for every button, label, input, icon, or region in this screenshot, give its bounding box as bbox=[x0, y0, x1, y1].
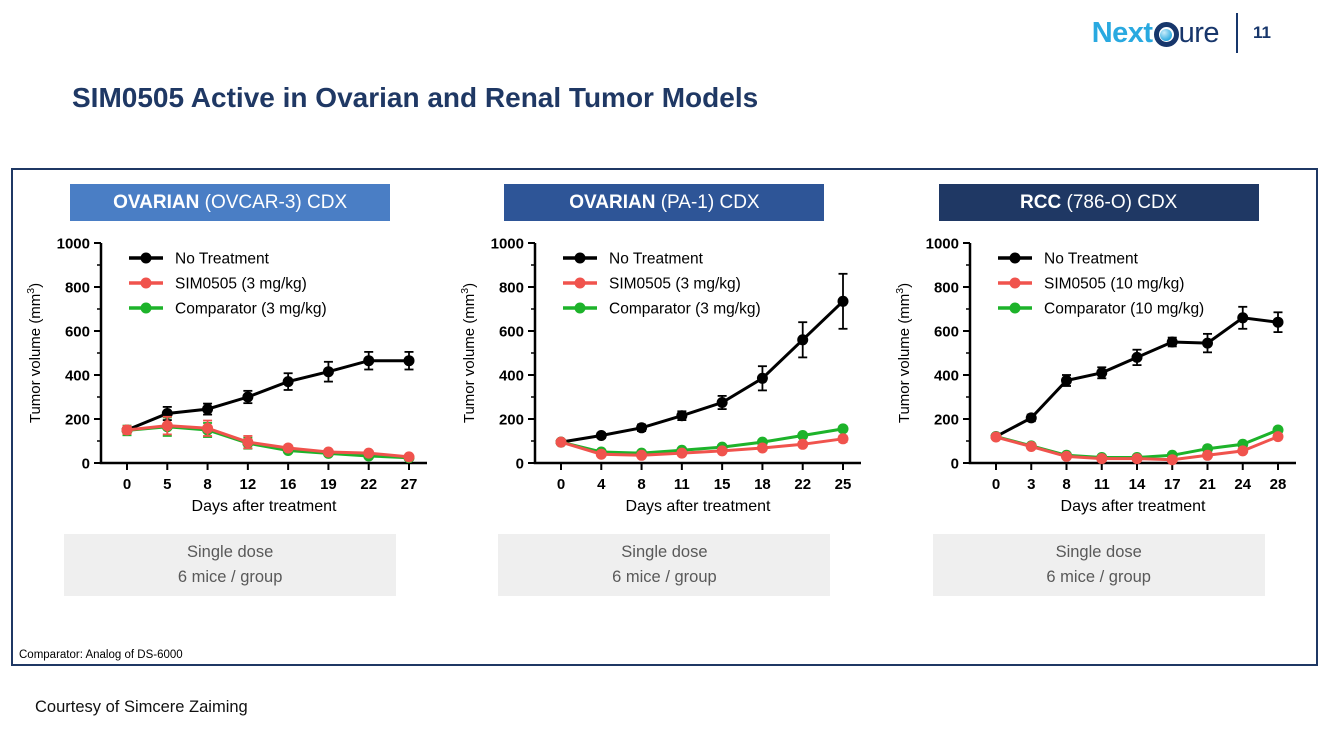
svg-text:Comparator (10 mg/kg): Comparator (10 mg/kg) bbox=[1044, 301, 1204, 318]
svg-text:0: 0 bbox=[557, 476, 565, 493]
svg-text:22: 22 bbox=[795, 476, 812, 493]
svg-text:SIM0505 (3 mg/kg): SIM0505 (3 mg/kg) bbox=[609, 276, 741, 293]
panel-header-bold: RCC bbox=[1020, 191, 1062, 213]
svg-text:Comparator (3 mg/kg): Comparator (3 mg/kg) bbox=[175, 301, 327, 318]
svg-text:400: 400 bbox=[499, 368, 524, 385]
svg-text:0: 0 bbox=[82, 456, 90, 473]
svg-text:200: 200 bbox=[934, 412, 959, 429]
dose-line2: 6 mice / group bbox=[177, 568, 283, 586]
logo-sphere-icon bbox=[1160, 28, 1173, 41]
chart-pa1: 0 200 400 600 800 1000 0 4 8 11 15 18 22 25 Days after… bbox=[457, 227, 871, 532]
dose-note-786o: Single dose 6 mice / group bbox=[932, 534, 1265, 596]
dose-line1: Single dose bbox=[187, 543, 274, 562]
svg-text:200: 200 bbox=[499, 412, 524, 429]
svg-text:800: 800 bbox=[934, 280, 959, 297]
dose-note-pa1: Single dose 6 mice / group bbox=[498, 534, 831, 596]
svg-text:Tumor volume (mm3): Tumor volume (mm3) bbox=[459, 283, 478, 423]
logo-c-ring-icon bbox=[1153, 22, 1179, 47]
logo-divider bbox=[1236, 13, 1239, 53]
panel-header-rest: (786-O) CDX bbox=[1061, 191, 1178, 213]
dose-line2: 6 mice / group bbox=[612, 568, 717, 586]
svg-text:3: 3 bbox=[1027, 476, 1035, 493]
slide-title: SIM0505 Active in Ovarian and Renal Tumo… bbox=[72, 82, 759, 113]
svg-text:No Treatment: No Treatment bbox=[609, 251, 704, 268]
svg-text:11: 11 bbox=[674, 476, 690, 493]
courtesy-note: Courtesy of Simcere Zaiming bbox=[35, 698, 248, 716]
svg-text:0: 0 bbox=[992, 476, 1000, 493]
chart-svg: 0 200 400 600 800 1000 0 4 8 11 15 18 22 25 Days after… bbox=[459, 236, 862, 515]
svg-text:SIM0505 (10 mg/kg): SIM0505 (10 mg/kg) bbox=[1044, 276, 1184, 293]
svg-text:200: 200 bbox=[65, 412, 90, 429]
chart-786o: 0 200 400 600 800 1000 0 3 8 11 14 17 21 24 28 Days aft… bbox=[892, 227, 1306, 532]
svg-text:8: 8 bbox=[1062, 476, 1070, 493]
svg-text:17: 17 bbox=[1164, 476, 1181, 493]
panel-header-bold: OVARIAN bbox=[569, 191, 656, 213]
svg-text:12: 12 bbox=[240, 476, 257, 493]
svg-text:16: 16 bbox=[280, 476, 297, 493]
svg-text:0: 0 bbox=[516, 456, 524, 473]
svg-text:4: 4 bbox=[598, 476, 607, 493]
svg-text:19: 19 bbox=[320, 476, 337, 493]
svg-text:800: 800 bbox=[499, 280, 524, 297]
svg-text:5: 5 bbox=[163, 476, 171, 493]
svg-text:22: 22 bbox=[361, 476, 378, 493]
chart-svg: 0 200 400 600 800 1000 0 5 8 12 16 19 22 27 Days after… bbox=[25, 236, 428, 515]
svg-text:Days after treatment: Days after treatment bbox=[1060, 498, 1206, 515]
svg-text:21: 21 bbox=[1199, 476, 1216, 493]
svg-text:1000: 1000 bbox=[491, 236, 524, 253]
svg-text:No Treatment: No Treatment bbox=[175, 251, 270, 268]
svg-text:11: 11 bbox=[1094, 476, 1110, 493]
svg-text:Days after treatment: Days after treatment bbox=[192, 498, 338, 515]
charts-board: OVARIAN (OVCAR-3) CDX 0 200 400 600 800 1000 0… bbox=[11, 168, 1318, 666]
svg-text:14: 14 bbox=[1128, 476, 1145, 493]
svg-text:15: 15 bbox=[714, 476, 731, 493]
panel-ovcar3: OVARIAN (OVCAR-3) CDX 0 200 400 600 800 1000 0… bbox=[13, 184, 447, 596]
dose-line1: Single dose bbox=[621, 543, 708, 562]
panel-header-ovcar3: OVARIAN (OVCAR-3) CDX bbox=[70, 184, 391, 221]
panel-header-bold: OVARIAN bbox=[113, 191, 200, 213]
svg-text:Comparator (3 mg/kg): Comparator (3 mg/kg) bbox=[609, 301, 761, 318]
svg-text:No Treatment: No Treatment bbox=[1044, 251, 1139, 268]
svg-text:8: 8 bbox=[638, 476, 646, 493]
nextcure-logo: Next ure 11 bbox=[1092, 13, 1271, 53]
logo-text-ure: ure bbox=[1178, 16, 1220, 49]
svg-text:27: 27 bbox=[401, 476, 418, 493]
svg-text:25: 25 bbox=[835, 476, 852, 493]
panel-pa1: OVARIAN (PA-1) CDX 0 200 400 600 800 1000 0 4 8 1… bbox=[447, 184, 881, 596]
chart-ovcar3: 0 200 400 600 800 1000 0 5 8 12 16 19 22 27 Days after… bbox=[23, 227, 437, 532]
svg-text:0: 0 bbox=[123, 476, 131, 493]
panel-786o: RCC (786-O) CDX 0 200 400 600 800 1000 0 3 8 11 14… bbox=[882, 184, 1316, 596]
svg-text:0: 0 bbox=[950, 456, 958, 473]
svg-text:600: 600 bbox=[934, 324, 959, 341]
comparator-footnote: Comparator: Analog of DS-6000 bbox=[19, 649, 183, 661]
svg-text:400: 400 bbox=[934, 368, 959, 385]
panel-header-pa1: OVARIAN (PA-1) CDX bbox=[504, 184, 825, 221]
dose-line2: 6 mice / group bbox=[1046, 568, 1151, 586]
panel-header-rest: (OVCAR-3) CDX bbox=[199, 191, 348, 213]
chart-svg: 0 200 400 600 800 1000 0 3 8 11 14 17 21 24 28 Days aft… bbox=[894, 236, 1296, 515]
svg-text:8: 8 bbox=[204, 476, 212, 493]
svg-text:Tumor volume (mm3): Tumor volume (mm3) bbox=[894, 283, 913, 423]
svg-text:Tumor volume (mm3): Tumor volume (mm3) bbox=[25, 283, 44, 423]
dose-note-ovcar3: Single dose 6 mice / group bbox=[64, 534, 397, 596]
svg-text:18: 18 bbox=[755, 476, 772, 493]
svg-text:600: 600 bbox=[499, 324, 524, 341]
logo-text-next: Next bbox=[1091, 16, 1153, 49]
svg-text:SIM0505 (3 mg/kg): SIM0505 (3 mg/kg) bbox=[175, 276, 307, 293]
svg-text:1000: 1000 bbox=[57, 236, 90, 253]
dose-line1: Single dose bbox=[1055, 543, 1142, 562]
panel-header-786o: RCC (786-O) CDX bbox=[938, 184, 1259, 221]
svg-text:600: 600 bbox=[65, 324, 90, 341]
svg-text:800: 800 bbox=[65, 280, 90, 297]
chart-panels: OVARIAN (OVCAR-3) CDX 0 200 400 600 800 1000 0… bbox=[13, 170, 1316, 596]
panel-header-rest: (PA-1) CDX bbox=[655, 191, 760, 213]
svg-text:1000: 1000 bbox=[925, 236, 958, 253]
svg-text:24: 24 bbox=[1234, 476, 1251, 493]
page-number: 11 bbox=[1253, 23, 1271, 42]
svg-text:Days after treatment: Days after treatment bbox=[626, 498, 772, 515]
svg-text:28: 28 bbox=[1269, 476, 1286, 493]
svg-text:400: 400 bbox=[65, 368, 90, 385]
